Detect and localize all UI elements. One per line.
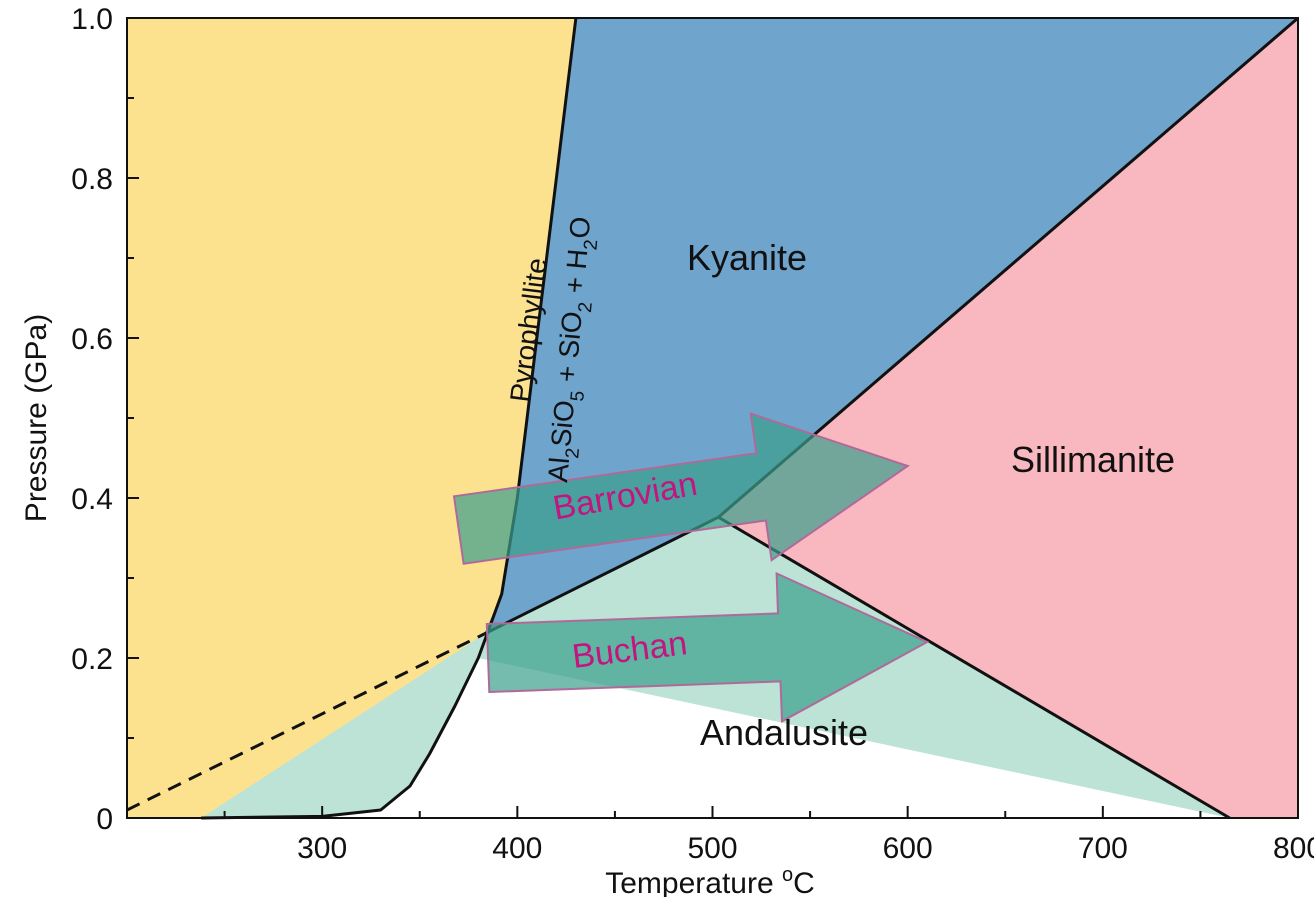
phase-boundaries	[126, 16, 1299, 820]
metamorphic-path-arrows	[452, 412, 930, 723]
y-axis-title: Pressure (GPa)	[20, 314, 53, 522]
boundary-andalusite-sillimanite	[717, 515, 1231, 820]
region-label-sillimanite: Sillimanite	[1011, 439, 1175, 480]
region-pyrophyllite	[127, 18, 576, 818]
products-label-segment: Al	[542, 456, 575, 484]
region-labels: Kyanite Sillimanite Andalusite Pyrophyll…	[504, 215, 1175, 753]
x-tick-label: 300	[297, 832, 347, 865]
boundary-kyanite-sillimanite	[717, 16, 1299, 519]
boundary-kyanite-andalusite	[483, 515, 720, 636]
path-arrow-buchan	[485, 571, 930, 723]
x-tick-label: 500	[687, 832, 737, 865]
path-arrow-barrovian	[452, 412, 910, 565]
y-tick-label: 0.2	[71, 643, 113, 676]
x-tick-label: 700	[1078, 832, 1128, 865]
region-label-kyanite: Kyanite	[687, 237, 807, 278]
x-axis-title-super: o	[782, 864, 793, 886]
axis-ticks: 300 400 500 600 700 800 0 0.2 0.4 0.6 0.8 1.0	[71, 3, 1314, 865]
products-label-segment: 2	[562, 447, 584, 459]
products-label-segment: + H	[558, 248, 593, 303]
y-tick-label: 1.0	[71, 3, 113, 36]
phase-regions	[127, 18, 1298, 818]
products-label-segment: 2	[575, 301, 597, 313]
axis-titles: Temperature oC Pressure (GPa)	[20, 314, 815, 897]
y-tick-label: 0.6	[71, 323, 113, 356]
products-label-segment: SiO	[545, 399, 580, 448]
x-axis-title: Temperature oC	[605, 864, 815, 897]
y-tick-label: 0	[96, 803, 113, 836]
x-axis-title-unit: C	[793, 867, 815, 897]
curve-label-products: Al2SiO5 + SiO2 + H2O	[542, 215, 604, 484]
y-tick-label: 0.8	[71, 163, 113, 196]
products-label-segment: O	[563, 215, 596, 239]
region-sillimanite	[718, 18, 1298, 818]
boundary-pyrophyllite-breakdown	[201, 17, 578, 820]
x-tick-label: 800	[1273, 832, 1314, 865]
region-label-andalusite: Andalusite	[700, 712, 868, 753]
products-label-segment: + SiO	[550, 310, 588, 391]
x-tick-label: 600	[883, 832, 933, 865]
y-tick-label: 0.4	[71, 483, 113, 516]
x-axis-title-text: Temperature	[605, 867, 782, 897]
boundary-kyanite-andalusite-metastable	[126, 632, 485, 812]
x-tick-label: 400	[492, 832, 542, 865]
products-label-segment: 5	[567, 390, 589, 402]
products-label-segment: 2	[580, 239, 602, 251]
